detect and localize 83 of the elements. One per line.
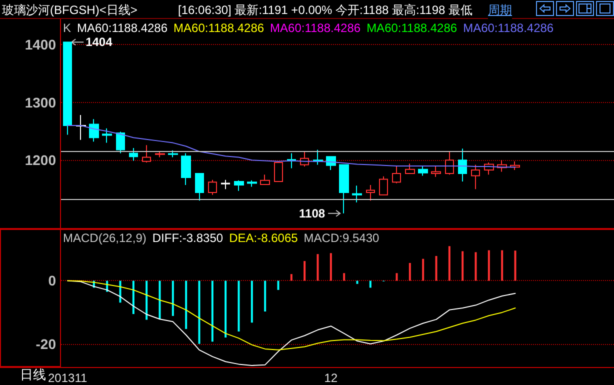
text: MA60:1188.4286: [463, 21, 554, 35]
candlestick: [339, 164, 349, 214]
bar: [474, 252, 477, 281]
candlestick: [221, 179, 230, 190]
candlestick: [181, 152, 191, 186]
bar: [435, 256, 438, 281]
bar: [501, 250, 504, 281]
y-tick-label: 1400: [24, 36, 56, 52]
text: 日线: [20, 366, 46, 384]
bar: [304, 261, 306, 281]
candlestick: [234, 180, 244, 192]
bar: [488, 250, 490, 281]
text: DEA:-8.6065: [229, 231, 298, 245]
annotation: 1404: [86, 35, 113, 50]
y-tick-label: 1300: [24, 94, 56, 110]
candlestick: [89, 118, 99, 142]
legend-label: MA60:1188.4286: [77, 21, 168, 35]
bar: [146, 280, 148, 320]
bar: [356, 280, 358, 284]
y-tick-label: 0: [48, 272, 56, 289]
x-tick-label: 201311: [48, 371, 88, 385]
candlestick: [274, 161, 283, 182]
candlestick: [431, 166, 441, 178]
bar: [119, 280, 122, 303]
candlestick: [195, 172, 204, 202]
candlestick: [366, 184, 375, 202]
annotation: 1108: [299, 206, 326, 220]
bar: [277, 280, 280, 290]
candlestick: [102, 128, 112, 144]
bar: [316, 254, 319, 281]
candlestick: [116, 131, 125, 154]
bar: [198, 280, 200, 344]
candlestick: [260, 174, 270, 185]
bar: [211, 280, 214, 342]
candlestick: [379, 176, 388, 196]
bar: [343, 273, 346, 281]
candlestick: [247, 180, 257, 188]
bar: [290, 274, 292, 281]
bar: [514, 250, 516, 281]
bar: [264, 280, 266, 312]
annotation: MACD(26,12,9): [63, 231, 146, 245]
bar: [238, 280, 240, 332]
bar: [330, 253, 332, 281]
bar: [408, 262, 411, 281]
bar: [369, 280, 372, 288]
candlestick: [129, 148, 138, 162]
candlestick: [445, 150, 454, 176]
candlestick: [458, 148, 467, 182]
series-label: MACD:9.5430: [304, 231, 380, 245]
candlestick: [142, 144, 151, 163]
y-tick-label: 1200: [24, 152, 56, 168]
x-tick-label: 12: [324, 371, 338, 385]
line-series: [67, 124, 516, 168]
bar: [462, 251, 464, 281]
candlestick: [63, 42, 72, 136]
candlestick: [352, 185, 362, 203]
line-series: [67, 280, 516, 350]
line-series: [67, 280, 516, 366]
candlestick: [471, 164, 480, 190]
candlestick: [392, 165, 401, 184]
bar: [172, 280, 174, 316]
chart-title: 玻璃沙河(BFGSH)<日线>: [2, 2, 138, 19]
bar: [158, 280, 161, 320]
legend-label: MA60:1188.4286: [174, 21, 264, 35]
candlestick: [405, 163, 415, 174]
bar: [185, 280, 188, 329]
bar: [422, 258, 424, 281]
legend-label: MA60:1188.4286: [270, 21, 361, 35]
bar: [448, 246, 450, 281]
candlestick: [418, 166, 428, 176]
text: 周期: [488, 2, 512, 19]
legend-label: MA60:1188.4286: [366, 21, 458, 35]
bar: [132, 280, 134, 314]
annotation: K: [63, 21, 72, 35]
y-tick-label: -20: [36, 336, 56, 352]
chart-subtitle: [16:06:30] 最新:1191 +0.00% 今开:1188 最高:1198 最低: [178, 2, 472, 19]
candlestick: [208, 179, 217, 196]
bar: [250, 280, 253, 323]
text: DIFF:-3.8350: [152, 231, 224, 245]
candlestick: [326, 156, 336, 170]
candlestick: [155, 150, 165, 158]
bar: [224, 280, 227, 338]
bar: [396, 273, 398, 281]
